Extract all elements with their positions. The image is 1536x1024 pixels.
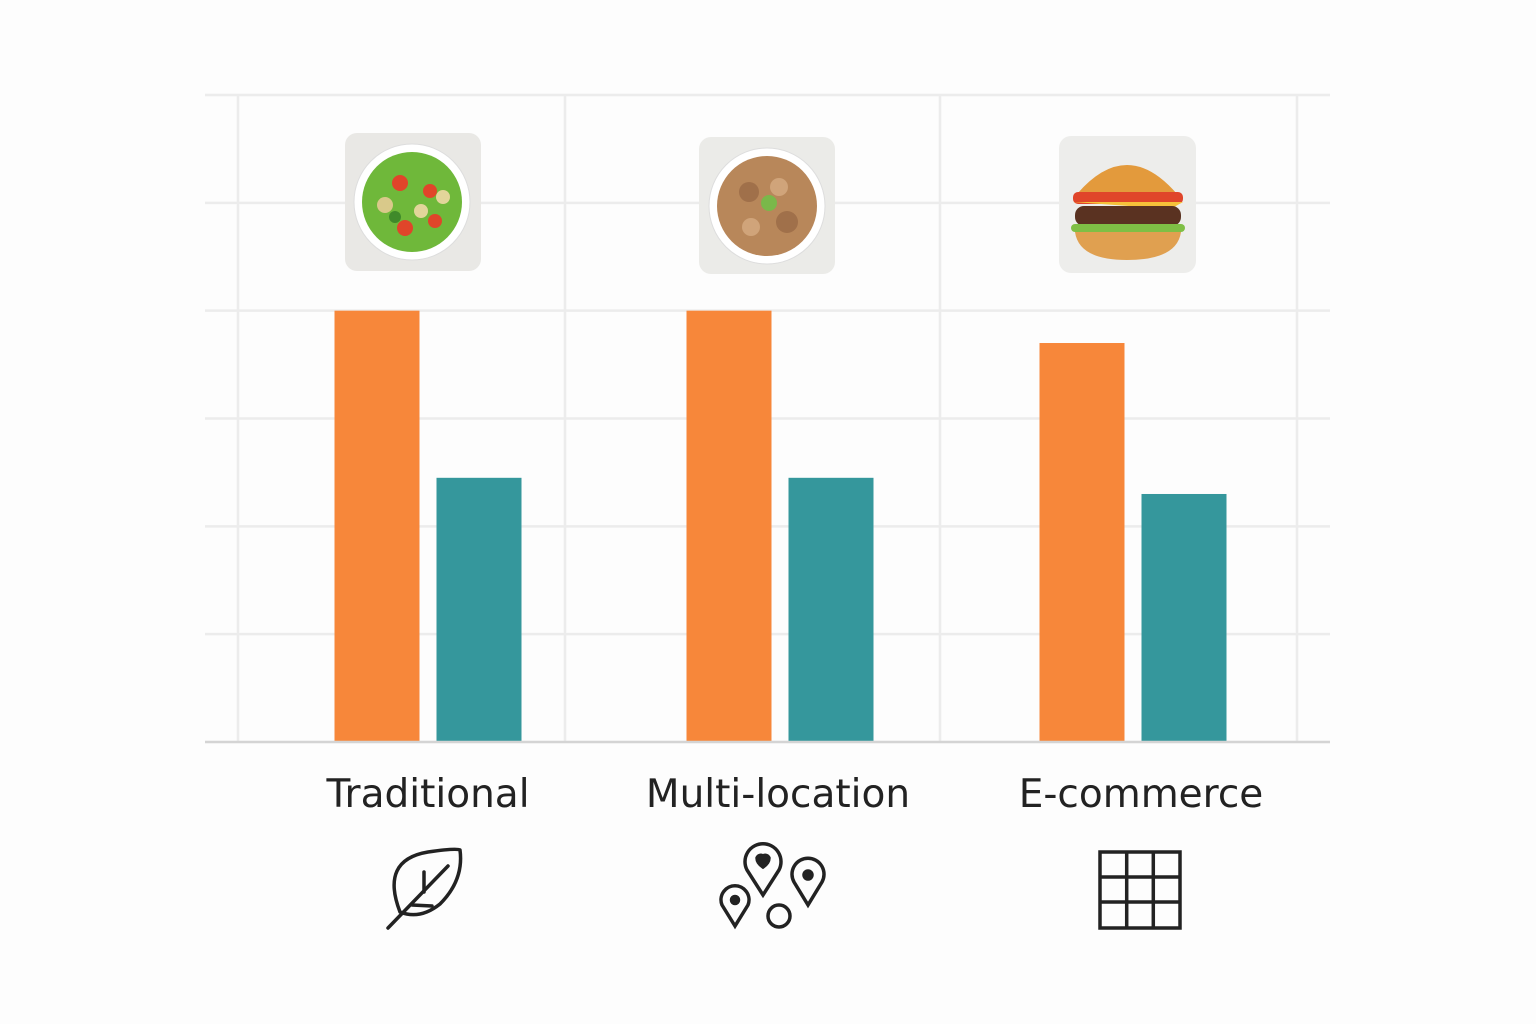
bar-multi-location-series-1 <box>686 310 772 742</box>
cheeseburger-image <box>1059 136 1196 273</box>
bar-e-commerce-series-2 <box>1141 493 1227 742</box>
category-label: E-commerce <box>1019 772 1264 817</box>
bar-multi-location-series-2 <box>788 477 874 742</box>
category-label: Traditional <box>325 772 529 817</box>
leaf-icon <box>386 847 463 930</box>
bar-e-commerce-series-1 <box>1039 343 1125 742</box>
grid-icon <box>1098 850 1182 930</box>
bars <box>334 310 1227 742</box>
salad-bowl-image <box>345 133 481 271</box>
bar-traditional-series-1 <box>334 310 420 742</box>
bar-traditional-series-2 <box>436 477 522 742</box>
grain-bowl-image <box>699 137 835 274</box>
map-pins-icon <box>719 842 826 930</box>
category-label: Multi-location <box>646 772 910 817</box>
